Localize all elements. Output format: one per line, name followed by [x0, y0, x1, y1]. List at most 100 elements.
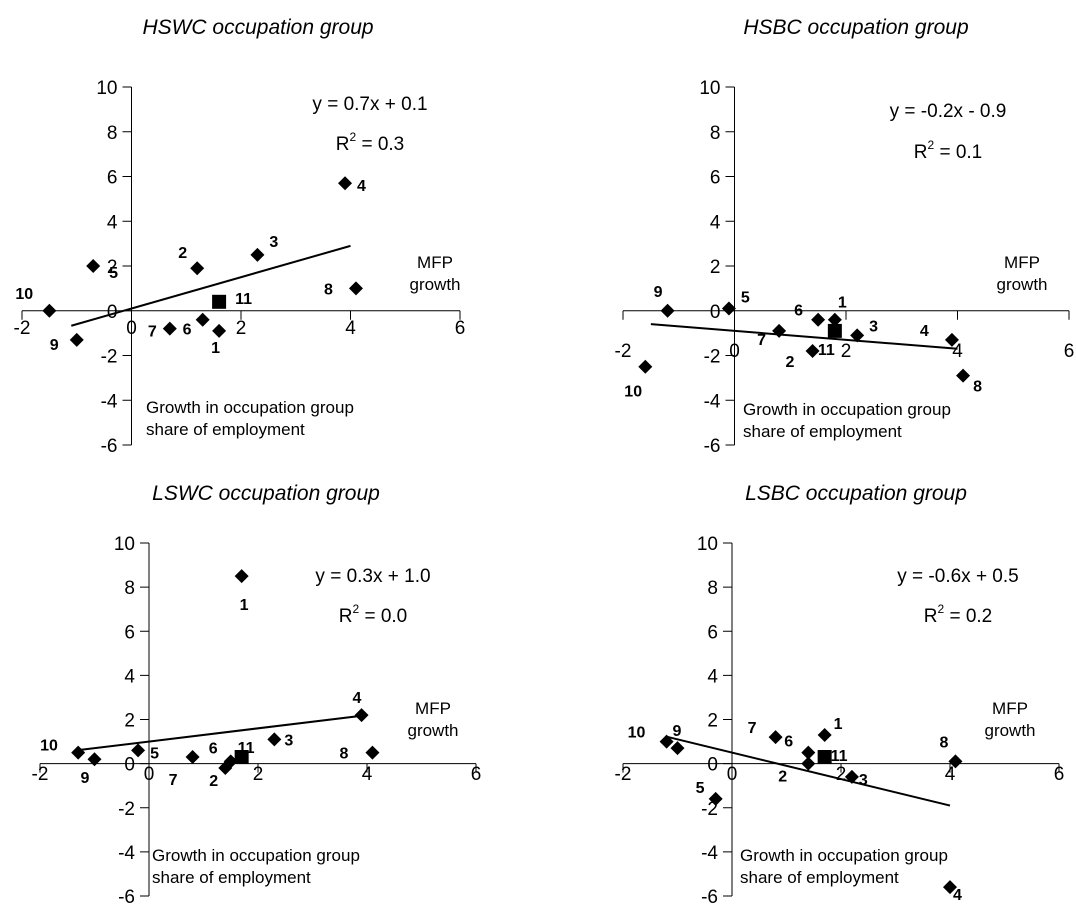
data-point	[338, 176, 353, 191]
y-tick-label: -6	[704, 436, 721, 457]
r-squared-sup: 2	[927, 138, 934, 152]
y-tick-label: -4	[118, 843, 135, 864]
data-point	[223, 754, 238, 769]
r-squared: R2 = 0.2	[924, 602, 993, 627]
data-point	[190, 261, 205, 276]
data-point-label: 3	[859, 772, 868, 789]
r-squared-r: R	[924, 606, 938, 627]
x-tick-label: 6	[1054, 764, 1065, 785]
trend-equation: y = 0.7x + 0.1	[312, 94, 427, 115]
data-point	[71, 745, 86, 760]
data-point-label: 5	[741, 290, 750, 307]
r-squared-r: R	[914, 142, 928, 163]
data-point-label: 2	[778, 769, 787, 786]
x-axis-title: MFP growth	[984, 699, 1035, 740]
x-tick-label: 6	[471, 764, 482, 785]
data-point	[708, 791, 723, 806]
data-point-label: 9	[673, 723, 682, 740]
r-squared-value: = 0.1	[934, 142, 982, 163]
data-point	[659, 734, 674, 749]
y-tick-label: 8	[707, 578, 718, 599]
data-point-label: 1	[834, 716, 843, 733]
y-tick-label: 0	[710, 302, 721, 323]
data-point	[850, 328, 865, 343]
y-axis-title-line: Growth in occupation group	[740, 846, 948, 865]
y-tick-label: 6	[124, 622, 135, 643]
y-tick-label: 6	[107, 168, 118, 189]
y-axis-title: Growth in occupation group share of emplo…	[152, 846, 360, 887]
data-point	[801, 745, 816, 760]
data-point	[660, 303, 675, 318]
data-point	[348, 281, 363, 296]
x-axis-title-line: growth	[409, 275, 460, 294]
x-tick-label: 6	[455, 318, 466, 339]
data-point	[638, 359, 653, 374]
x-tick-label: 2	[236, 318, 247, 339]
y-tick-label: 8	[107, 123, 118, 144]
x-axis-title-line: MFP	[992, 699, 1028, 718]
data-point	[844, 769, 859, 784]
data-point-label: 8	[324, 281, 333, 298]
x-axis-title-line: growth	[996, 275, 1047, 294]
y-axis-title-line: Growth in occupation group	[152, 846, 360, 865]
y-tick-label: -2	[704, 347, 721, 368]
x-axis-title-line: growth	[407, 721, 458, 740]
chart-panel-1: HSWC occupation group 10 8 6 4 2 0 -2 -4 -6 -2 0 2 4 6…	[14, 16, 466, 457]
data-point	[772, 323, 787, 338]
data-point	[185, 750, 200, 765]
x-tick-label: 4	[362, 764, 373, 785]
chart-title: HSBC occupation group	[743, 16, 968, 39]
data-point-label: 1	[838, 295, 847, 312]
y-axis-title-line: share of employment	[152, 868, 311, 887]
data-point-label: 7	[748, 720, 757, 737]
data-point-square	[817, 750, 832, 765]
trend-equation: y = -0.2x - 0.9	[890, 101, 1007, 122]
data-point-label: 5	[109, 265, 118, 282]
r-squared-value: = 0.3	[356, 134, 404, 155]
data-point-label: 7	[148, 324, 157, 341]
data-point	[817, 727, 832, 742]
y-tick-label: 2	[707, 711, 718, 732]
y-tick-label: -4	[704, 391, 721, 412]
data-point	[827, 312, 842, 327]
y-tick-label: 4	[710, 212, 721, 233]
y-axis-title-line: Growth in occupation group	[743, 400, 951, 419]
data-point	[195, 312, 210, 327]
chart-panel-3: LSWC occupation group 10 8 6 4 2 0 -2 -4 -6 -2 0 2 4 6…	[32, 482, 482, 904]
y-tick-label: 0	[124, 755, 135, 776]
r-squared: R2 = 0.3	[336, 130, 405, 155]
data-point	[86, 259, 101, 273]
data-point-label: 4	[357, 178, 366, 195]
data-point-label: 5	[696, 780, 705, 797]
data-point	[944, 332, 959, 347]
chart-title: HSWC occupation group	[142, 16, 373, 39]
y-tick-label: 2	[107, 257, 118, 278]
data-point	[801, 756, 816, 771]
data-point	[267, 732, 282, 747]
x-tick-label: 2	[253, 764, 264, 785]
y-tick-label: 4	[107, 212, 118, 233]
y-axis-title: Growth in occupation group share of emplo…	[740, 846, 948, 887]
data-point	[768, 730, 783, 745]
y-tick-label: 6	[707, 622, 718, 643]
x-axis-title-line: MFP	[417, 253, 453, 272]
data-point	[811, 312, 826, 327]
x-tick-label: 4	[952, 341, 963, 362]
data-point-label: 8	[339, 746, 348, 763]
data-point-label: 10	[628, 725, 646, 742]
x-tick-label: 0	[729, 341, 740, 362]
data-point-label: 9	[50, 337, 59, 354]
chart-panel-2: HSBC occupation group 10 8 6 4 2 0 -2 -4 -6 -2 0 2 4 6…	[615, 16, 1075, 457]
data-point-label: 10	[15, 286, 33, 303]
y-tick-label: 2	[710, 257, 721, 278]
trend-line	[650, 323, 958, 350]
data-point	[365, 745, 380, 760]
data-point	[234, 569, 249, 584]
r-squared-sup: 2	[352, 602, 359, 616]
y-axis-title-line: Growth in occupation group	[146, 398, 354, 417]
data-point	[948, 754, 963, 769]
x-axis-title: MFP growth	[407, 699, 458, 740]
data-point	[131, 743, 146, 758]
